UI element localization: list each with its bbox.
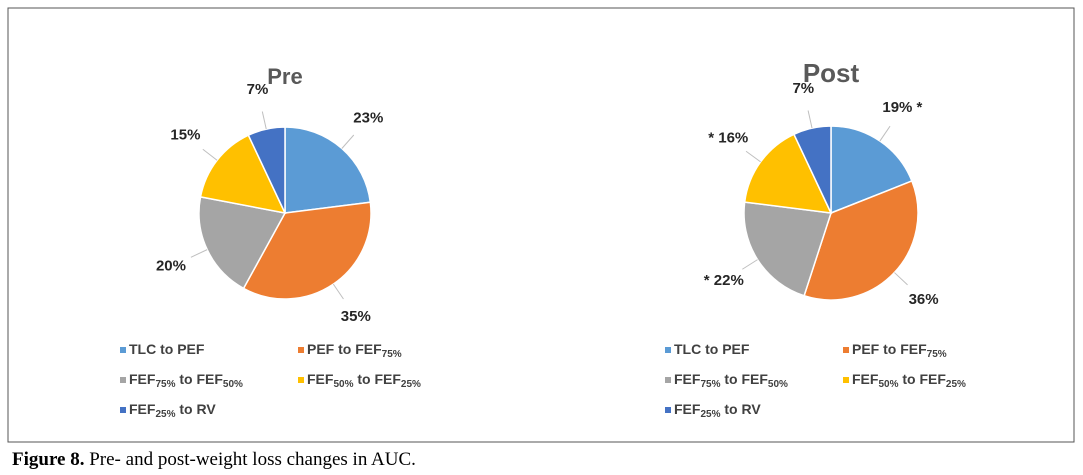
data-label: 15% xyxy=(170,127,200,144)
leader-line xyxy=(807,110,813,129)
chart-title: Post xyxy=(803,58,860,88)
pie-slice xyxy=(743,201,832,297)
legend-label: PEF to FEF75% xyxy=(307,341,402,360)
legend-swatch xyxy=(843,347,849,353)
data-label: 7% xyxy=(792,80,814,97)
data-label: 19% * xyxy=(882,99,922,116)
leader-line xyxy=(261,111,267,130)
legend-swatch xyxy=(843,377,849,383)
pie-slice xyxy=(792,125,832,214)
legend-swatch xyxy=(120,407,126,413)
legend-label: FEF25% to RV xyxy=(129,401,216,420)
data-label: * 22% xyxy=(704,272,744,289)
data-label: 36% xyxy=(909,291,939,308)
legend-label: PEF to FEF75% xyxy=(852,341,947,360)
legend-label: FEF75% to FEF50% xyxy=(129,371,243,390)
leader-line xyxy=(879,125,891,142)
legend-swatch xyxy=(665,377,671,383)
legend-label: FEF50% to FEF25% xyxy=(852,371,966,390)
legend-label: TLC to PEF xyxy=(674,341,750,357)
leader-line xyxy=(190,249,208,258)
leader-line xyxy=(742,259,758,270)
legend-label: FEF25% to RV xyxy=(674,401,761,420)
legend-swatch xyxy=(298,347,304,353)
chart-title: Pre xyxy=(267,64,302,89)
leader-line xyxy=(894,272,908,286)
legend-swatch xyxy=(298,377,304,383)
legend-label: FEF75% to FEF50% xyxy=(674,371,788,390)
leader-line xyxy=(202,148,218,161)
legend-swatch xyxy=(120,377,126,383)
caption: Figure 8. Pre- and post-weight loss chan… xyxy=(12,449,416,470)
pie-slice xyxy=(247,126,286,214)
data-label: 7% xyxy=(247,81,269,98)
data-label: * 16% xyxy=(708,129,748,146)
data-label: 23% xyxy=(353,109,383,126)
leader-line xyxy=(341,134,355,149)
pie-slice xyxy=(199,134,287,215)
legend-swatch xyxy=(665,347,671,353)
leader-line xyxy=(332,283,344,300)
frame xyxy=(7,7,1075,443)
pie-slice xyxy=(242,201,372,300)
legend-label: FEF50% to FEF25% xyxy=(307,371,421,390)
data-label: 20% xyxy=(156,258,186,275)
legend-label: TLC to PEF xyxy=(129,341,205,357)
leader-line xyxy=(745,150,761,163)
pie-slice xyxy=(284,126,372,214)
caption-label: Figure 8. xyxy=(12,449,84,470)
caption-text: Pre- and post-weight loss changes in AUC… xyxy=(89,449,416,470)
legend-swatch xyxy=(120,347,126,353)
data-label: 35% xyxy=(341,308,371,325)
legend-swatch xyxy=(665,407,671,413)
